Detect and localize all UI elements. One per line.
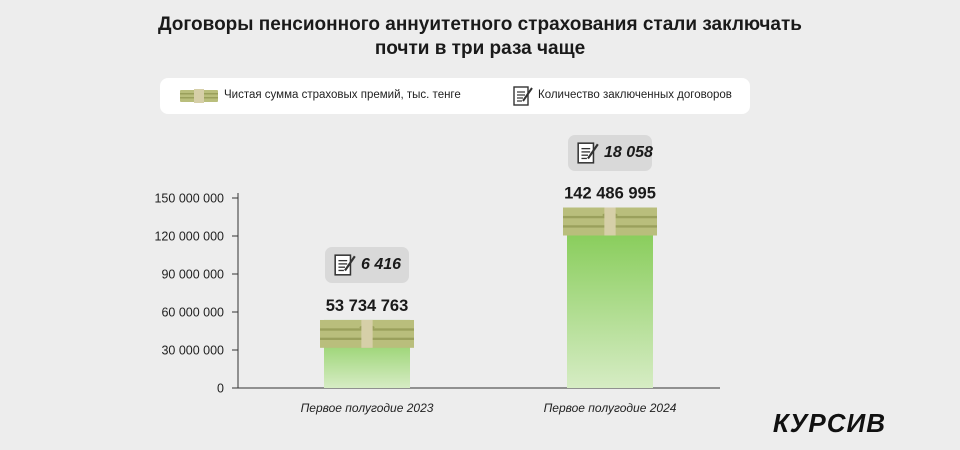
chart-title-line-1: Договоры пенсионного аннуитетного страхо… <box>158 14 802 35</box>
money-stack-icon <box>180 89 218 103</box>
bar <box>567 207 653 388</box>
brand-logo: КУРСИВ <box>772 408 886 438</box>
y-tick-label: 120 000 000 <box>154 230 224 244</box>
bar-value-label: 142 486 995 <box>564 185 656 203</box>
chart-title-line-2: почти в три раза чаще <box>374 38 586 59</box>
document-pen-icon <box>577 141 599 164</box>
x-category-label: Первое полугодие 2023 <box>301 401 434 415</box>
chart-title: Договоры пенсионного аннуитетного страхо… <box>0 13 960 61</box>
x-category-label: Первое полугодие 2024 <box>544 401 677 415</box>
legend-contracts-label: Количество заключенных договоров <box>538 89 732 101</box>
legend-premiums-label: Чистая сумма страховых премий, тыс. тенг… <box>224 89 461 101</box>
contracts-count: 6 416 <box>361 255 402 273</box>
y-tick-label: 90 000 000 <box>161 268 224 282</box>
bar-value-label: 53 734 763 <box>326 297 409 315</box>
y-tick-label: 0 <box>217 382 224 396</box>
contracts-badge: 6 416 <box>325 246 409 283</box>
document-pen-icon <box>513 86 533 106</box>
legend: Чистая сумма страховых премий, тыс. тенг… <box>160 78 750 114</box>
money-stack-icon <box>320 319 414 348</box>
contracts-count: 18 058 <box>604 143 653 161</box>
money-stack-icon <box>563 207 657 236</box>
y-tick-label: 60 000 000 <box>161 306 224 320</box>
y-tick-label: 30 000 000 <box>161 344 224 358</box>
y-tick-label: 150 000 000 <box>154 192 224 206</box>
document-pen-icon <box>334 254 356 276</box>
contracts-badge: 18 058 <box>568 134 653 171</box>
